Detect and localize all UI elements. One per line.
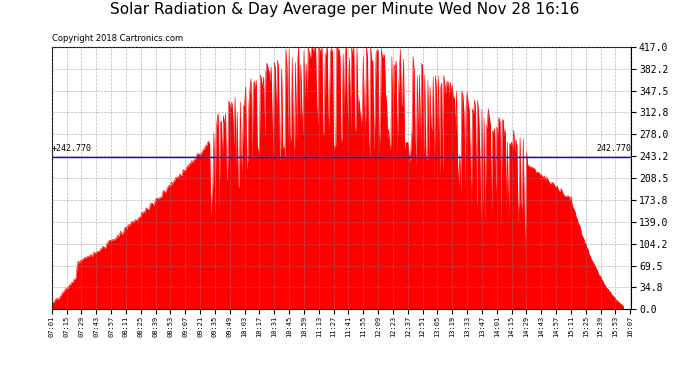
Text: 242.770: 242.770: [596, 144, 631, 153]
Text: Solar Radiation & Day Average per Minute Wed Nov 28 16:16: Solar Radiation & Day Average per Minute…: [110, 2, 580, 17]
Text: Median  (w/m2): Median (w/m2): [443, 32, 516, 41]
Text: Copyright 2018 Cartronics.com: Copyright 2018 Cartronics.com: [52, 34, 183, 43]
Text: Radiation  (w/m2): Radiation (w/m2): [532, 32, 617, 41]
Text: +242.770: +242.770: [52, 144, 92, 153]
